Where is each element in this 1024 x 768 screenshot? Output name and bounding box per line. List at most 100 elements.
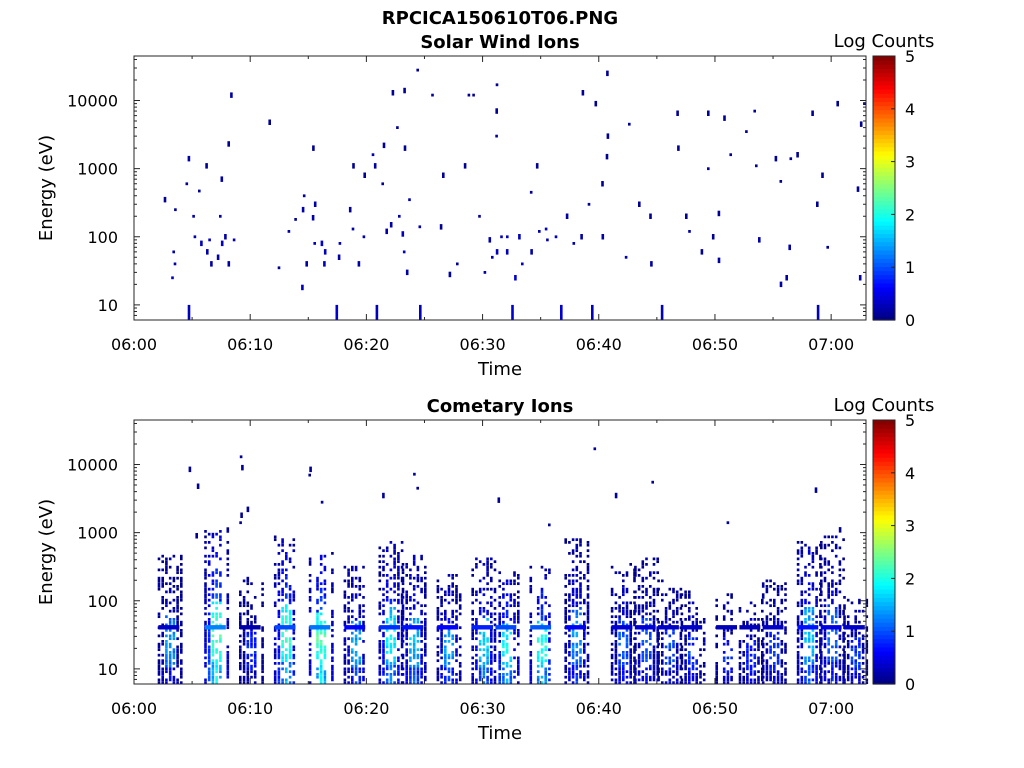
- data-cell: [641, 560, 645, 564]
- data-cell: [285, 582, 288, 586]
- data-cell: [586, 587, 590, 591]
- data-cell: [548, 623, 551, 627]
- data-cell: [780, 673, 784, 676]
- data-cell: [645, 607, 648, 610]
- data-cell: [684, 590, 687, 594]
- data-cell: [261, 604, 264, 608]
- data-cell: [746, 667, 749, 671]
- colorbar-swatch: [873, 93, 895, 98]
- data-cell: [239, 625, 261, 630]
- data-cell: [811, 609, 815, 613]
- data-cell: [246, 681, 250, 685]
- data-cell: [389, 587, 393, 591]
- data-point: [472, 93, 475, 97]
- colorbar-swatch: [873, 626, 895, 631]
- data-cell: [637, 604, 641, 608]
- data-cell: [281, 631, 284, 635]
- data-cell: [568, 593, 571, 597]
- colorbar-swatch: [873, 212, 895, 218]
- data-cell: [757, 618, 760, 621]
- data-cell: [861, 645, 865, 649]
- data-cell: [649, 571, 652, 575]
- data-cell: [842, 612, 845, 616]
- data-cell: [850, 678, 854, 682]
- colorbar-swatch: [873, 453, 895, 458]
- data-point: [688, 230, 691, 233]
- data-cell: [409, 667, 412, 671]
- colorbar-tick-label: 2: [905, 569, 915, 588]
- data-cell: [176, 598, 179, 602]
- data-cell: [285, 574, 288, 577]
- data-cell: [649, 601, 652, 605]
- data-cell: [765, 659, 769, 663]
- data-cell: [444, 678, 447, 682]
- data-cell: [568, 618, 571, 621]
- data-cell: [854, 667, 857, 671]
- data-cell: [509, 675, 513, 679]
- data-cell: [211, 615, 215, 619]
- data-cell: [168, 642, 172, 646]
- data-cell: [250, 604, 253, 608]
- data-cell: [362, 596, 365, 599]
- data-cell: [385, 664, 389, 668]
- data-cell: [742, 640, 745, 643]
- data-cell: [502, 596, 505, 599]
- data-cell: [634, 609, 637, 613]
- data-cell: [444, 664, 447, 668]
- colorbar-swatch: [873, 552, 895, 557]
- data-cell: [397, 568, 400, 572]
- data-cell: [161, 678, 164, 682]
- data-cell: [649, 618, 652, 621]
- data-point: [187, 304, 191, 320]
- data-cell: [776, 678, 780, 682]
- data-cell: [486, 612, 489, 616]
- data-cell: [680, 593, 684, 597]
- data-cell: [331, 629, 334, 632]
- data-cell: [664, 629, 668, 632]
- data-cell: [204, 546, 207, 550]
- data-cell: [308, 653, 312, 657]
- data-cell: [583, 651, 586, 654]
- data-cell: [475, 629, 478, 632]
- data-cell: [440, 673, 443, 676]
- data-cell: [288, 653, 292, 657]
- data-cell: [529, 579, 533, 583]
- data-cell: [776, 618, 780, 621]
- data-cell: [540, 662, 544, 665]
- data-cell: [865, 645, 869, 649]
- data-point: [241, 464, 244, 471]
- data-cell: [688, 651, 691, 654]
- data-cell: [622, 667, 625, 671]
- data-cell: [316, 615, 319, 619]
- data-cell: [358, 615, 362, 619]
- data-cell: [575, 609, 579, 613]
- data-cell: [579, 651, 582, 654]
- data-cell: [204, 554, 207, 558]
- data-cell: [738, 609, 742, 613]
- data-cell: [393, 607, 396, 610]
- data-cell: [811, 618, 815, 621]
- data-cell: [215, 648, 218, 652]
- data-cell: [389, 681, 393, 685]
- data-cell: [865, 667, 869, 671]
- data-cell: [471, 675, 474, 679]
- data-cell: [397, 618, 400, 621]
- data-cell: [475, 648, 478, 652]
- data-point: [163, 196, 167, 203]
- data-cell: [769, 579, 772, 583]
- data-cell: [657, 656, 660, 660]
- data-cell: [571, 549, 575, 553]
- data-cell: [800, 631, 804, 635]
- data-cell: [796, 631, 800, 635]
- data-cell: [688, 637, 691, 641]
- data-cell: [661, 598, 664, 602]
- data-cell: [823, 675, 827, 679]
- data-cell: [529, 642, 533, 646]
- data-cell: [412, 585, 416, 588]
- data-cell: [319, 571, 323, 575]
- data-cell: [544, 601, 547, 605]
- data-cell: [382, 568, 385, 572]
- data-cell: [746, 662, 749, 665]
- data-cell: [157, 664, 161, 668]
- colorbar-swatch: [873, 671, 895, 677]
